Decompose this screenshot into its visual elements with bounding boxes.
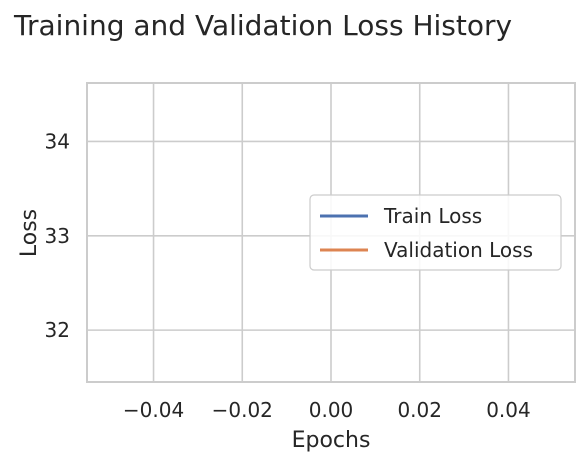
x-tick-label: −0.04 [123,398,184,422]
x-tick-label: 0.02 [397,398,442,422]
y-tick-label: 34 [45,129,70,153]
legend-label: Validation Loss [384,238,533,262]
legend-label: Train Loss [383,204,482,228]
x-axis-label: Epochs [292,428,371,453]
plot-frame [86,82,576,383]
x-tick-label: 0.04 [486,398,531,422]
y-axis-label: Loss [17,209,42,257]
x-tick-labels: −0.04 −0.02 0.00 0.02 0.04 [123,398,531,422]
y-tick-label: 32 [45,318,70,342]
x-tick-label: −0.02 [212,398,273,422]
chart-title: Training and Validation Loss History [13,9,512,42]
y-tick-labels: 32 33 34 [45,129,70,342]
legend-box [309,194,562,271]
y-tick-label: 33 [45,224,70,248]
x-tick-label: 0.00 [309,398,354,422]
legend: Train Loss Validation Loss [309,194,562,271]
